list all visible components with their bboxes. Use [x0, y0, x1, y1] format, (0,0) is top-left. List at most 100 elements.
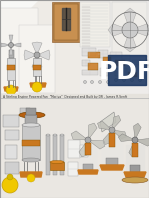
Bar: [62, 8, 70, 30]
Ellipse shape: [19, 112, 45, 118]
Bar: [46, 135, 50, 175]
Ellipse shape: [50, 161, 64, 164]
Polygon shape: [32, 55, 42, 68]
Ellipse shape: [60, 134, 64, 136]
Bar: [22, 140, 40, 146]
Polygon shape: [30, 83, 46, 87]
Polygon shape: [124, 30, 136, 52]
Text: PDF: PDF: [99, 60, 149, 84]
Bar: [20, 108, 30, 114]
Bar: [80, 0, 149, 97]
Polygon shape: [78, 170, 98, 174]
Circle shape: [98, 81, 101, 84]
Ellipse shape: [122, 177, 148, 183]
Bar: [0, 8, 38, 94]
Polygon shape: [37, 50, 50, 60]
Polygon shape: [1, 43, 11, 47]
Bar: [7, 65, 15, 70]
Circle shape: [34, 52, 40, 58]
Circle shape: [109, 127, 115, 133]
Polygon shape: [20, 172, 42, 177]
Circle shape: [8, 43, 14, 48]
Bar: [68, 140, 80, 158]
Circle shape: [107, 81, 110, 84]
Bar: [53, 135, 57, 175]
Polygon shape: [100, 165, 124, 170]
Polygon shape: [0, 0, 38, 38]
Bar: [22, 125, 40, 160]
Bar: [110, 52, 122, 58]
Ellipse shape: [22, 158, 40, 162]
Circle shape: [7, 174, 13, 180]
Bar: [33, 58, 41, 76]
Bar: [19, 25, 55, 93]
Bar: [100, 68, 108, 76]
Polygon shape: [118, 134, 135, 142]
Bar: [115, 68, 127, 76]
Bar: [109, 133, 115, 147]
Bar: [0, 94, 149, 98]
Circle shape: [114, 78, 118, 82]
Bar: [132, 143, 138, 157]
Bar: [80, 2, 110, 47]
Bar: [82, 70, 98, 75]
Circle shape: [27, 174, 35, 182]
Bar: [82, 48, 96, 56]
Bar: [68, 162, 78, 176]
Bar: [102, 135, 122, 170]
Polygon shape: [130, 24, 149, 36]
Bar: [5, 145, 17, 159]
Bar: [130, 65, 140, 71]
Polygon shape: [79, 140, 88, 157]
Polygon shape: [71, 131, 88, 140]
Polygon shape: [129, 140, 136, 157]
Bar: [103, 57, 111, 62]
Circle shape: [32, 82, 42, 92]
Polygon shape: [4, 87, 18, 91]
Bar: [88, 63, 98, 70]
Bar: [0, 0, 149, 98]
Bar: [106, 158, 118, 165]
Circle shape: [122, 78, 125, 82]
Circle shape: [132, 137, 138, 143]
Bar: [140, 70, 146, 78]
Bar: [108, 55, 146, 85]
Bar: [128, 72, 137, 77]
Polygon shape: [112, 130, 127, 139]
Polygon shape: [9, 35, 13, 45]
Text: A Stirling Engine Powered Fan  "Moriya"  Designed and Built by DR - James R.Senf: A Stirling Engine Powered Fan "Moriya" D…: [3, 95, 127, 99]
Bar: [112, 2, 147, 57]
Bar: [5, 130, 19, 140]
Polygon shape: [124, 8, 136, 30]
Bar: [132, 60, 142, 65]
Polygon shape: [32, 42, 42, 55]
Bar: [88, 52, 100, 58]
Polygon shape: [134, 123, 141, 140]
Polygon shape: [24, 50, 37, 60]
Circle shape: [122, 22, 138, 38]
Bar: [82, 60, 90, 66]
Circle shape: [83, 81, 87, 84]
Polygon shape: [112, 115, 121, 130]
Polygon shape: [100, 112, 116, 132]
Bar: [50, 162, 64, 170]
Polygon shape: [97, 121, 112, 130]
Polygon shape: [9, 45, 13, 55]
Bar: [3, 115, 19, 127]
Polygon shape: [11, 43, 21, 47]
Bar: [85, 143, 91, 155]
Bar: [26, 108, 36, 115]
Bar: [115, 60, 125, 66]
Bar: [7, 58, 15, 80]
Bar: [52, 2, 80, 42]
Bar: [130, 165, 140, 172]
Bar: [80, 145, 88, 157]
Ellipse shape: [53, 134, 57, 136]
Bar: [0, 98, 149, 198]
Polygon shape: [135, 139, 149, 146]
Bar: [122, 55, 130, 62]
Circle shape: [139, 78, 142, 82]
Polygon shape: [124, 172, 146, 177]
Bar: [8, 50, 14, 58]
Bar: [83, 164, 93, 170]
